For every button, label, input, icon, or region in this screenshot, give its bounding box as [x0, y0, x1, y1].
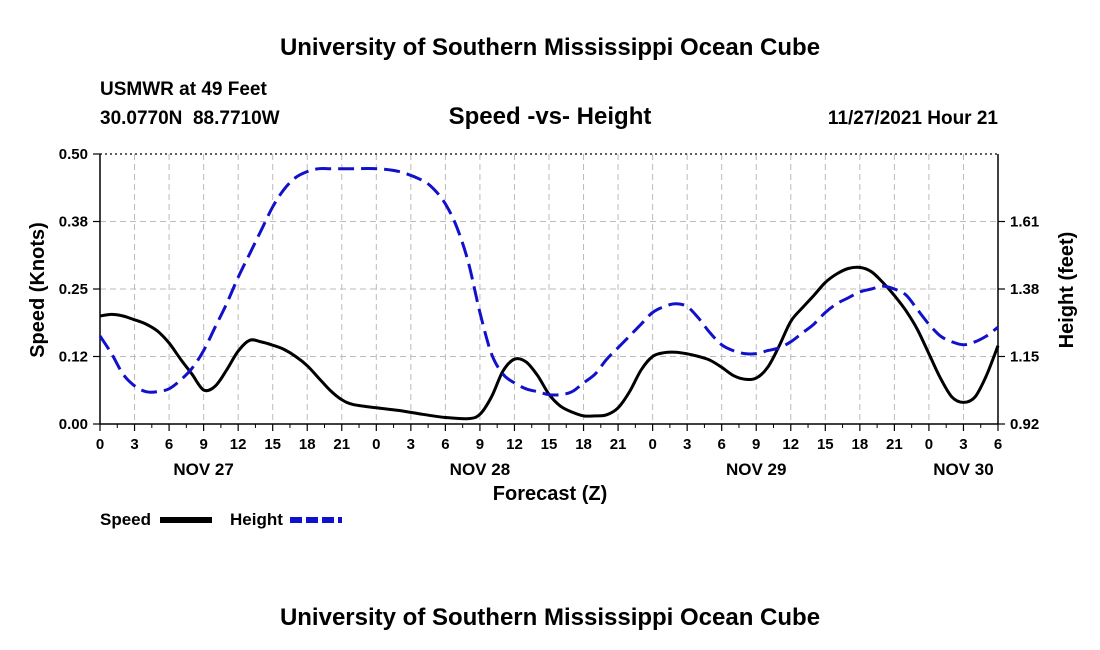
x-tick-label-11: 9 [476, 436, 484, 453]
x-tick-label-5: 15 [264, 436, 281, 453]
x-tick-label-21: 15 [817, 436, 834, 453]
x-tick-label-24: 0 [925, 436, 933, 453]
date-label-2: NOV 29 [726, 460, 786, 479]
x-tick-label-0: 0 [96, 436, 104, 453]
x-tick-label-14: 18 [575, 436, 592, 453]
x-tick-label-12: 12 [506, 436, 523, 453]
x-tick-label-7: 21 [333, 436, 350, 453]
date-label-1: NOV 28 [450, 460, 510, 479]
legend-label-height: Height [230, 510, 283, 529]
coordinates-label: 30.0770N 88.7710W [100, 108, 280, 129]
y-right-tick-label-3: 1.61 [1010, 214, 1039, 231]
y-left-tick-label-2: 0.25 [59, 281, 88, 298]
x-tick-label-17: 3 [683, 436, 691, 453]
x-tick-label-26: 6 [994, 436, 1002, 453]
date-label-3: NOV 30 [933, 460, 993, 479]
x-tick-label-22: 18 [852, 436, 869, 453]
legend-label-speed: Speed [100, 510, 151, 529]
y-axis-label-left: Speed (Knots) [27, 222, 49, 358]
y-right-tick-label-1: 1.15 [1010, 349, 1039, 366]
x-tick-label-15: 21 [610, 436, 627, 453]
legend-item-speed: Speed [100, 510, 212, 529]
x-tick-label-10: 6 [441, 436, 449, 453]
plot-area: 0 3 6 9 12 15 18 21 0 3 6 9 12 15 18 21 0 3 6 9 12 15 18 21 0 3 6N… [59, 146, 1039, 479]
x-tick-label-1: 3 [130, 436, 138, 453]
y-left-tick-label-4: 0.50 [59, 146, 88, 163]
x-tick-label-4: 12 [230, 436, 247, 453]
series-line-height [98, 166, 999, 397]
y-left-tick-label-3: 0.38 [59, 214, 88, 231]
legend: Speed Height [100, 510, 342, 529]
y-axis-label-right: Height (feet) [1056, 232, 1078, 349]
x-tick-label-2: 6 [165, 436, 173, 453]
x-tick-label-3: 9 [199, 436, 207, 453]
x-tick-label-20: 12 [782, 436, 799, 453]
series-line-speed [99, 265, 1000, 421]
chart-title: University of Southern Mississippi Ocean… [280, 34, 820, 61]
x-tick-label-9: 3 [407, 436, 415, 453]
y-left-tick-label-0: 0.00 [59, 416, 88, 433]
footer-title: University of Southern Mississippi Ocean… [280, 604, 820, 631]
y-right-tick-label-2: 1.38 [1010, 281, 1039, 298]
x-tick-label-16: 0 [648, 436, 656, 453]
date-label-0: NOV 27 [173, 460, 233, 479]
x-tick-label-19: 9 [752, 436, 760, 453]
x-tick-label-8: 0 [372, 436, 380, 453]
y-left-tick-label-1: 0.12 [59, 349, 88, 366]
legend-item-height: Height [230, 510, 342, 529]
x-tick-label-13: 15 [541, 436, 558, 453]
y-right-tick-label-0: 0.92 [1010, 416, 1039, 433]
timestamp-label: 11/27/2021 Hour 21 [828, 108, 998, 129]
x-tick-label-6: 18 [299, 436, 316, 453]
x-axis-label: Forecast (Z) [493, 483, 607, 505]
x-tick-label-18: 6 [718, 436, 726, 453]
station-label: USMWR at 49 Feet [100, 79, 267, 100]
x-tick-label-23: 21 [886, 436, 903, 453]
x-tick-label-25: 3 [959, 436, 967, 453]
chart-subtitle: Speed -vs- Height [449, 103, 652, 130]
